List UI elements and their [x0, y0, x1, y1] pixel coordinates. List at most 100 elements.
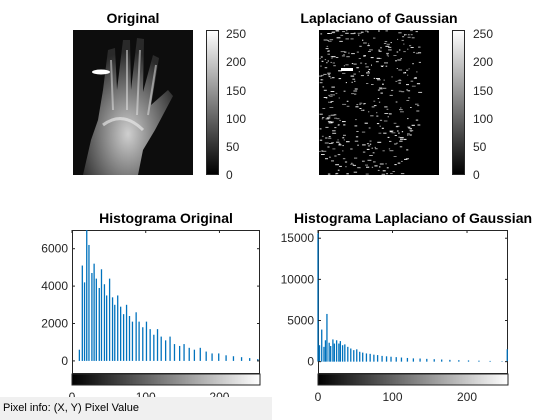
log-edge-pixel: [336, 37, 341, 39]
log-edge-pixel: [326, 45, 329, 47]
log-edge-pixel: [335, 164, 339, 166]
log-edge-pixel: [388, 49, 392, 51]
log-edge-pixel: [354, 125, 358, 127]
log-edge-pixel: [388, 113, 392, 115]
log-edge-pixel: [323, 73, 327, 75]
log-edge-pixel: [409, 128, 412, 130]
log-edge-pixel: [337, 139, 339, 141]
log-edge-pixel: [325, 158, 328, 160]
log-edge-pixel: [389, 150, 394, 152]
log-edge-pixel: [363, 55, 366, 56]
log-edge-pixel: [328, 115, 331, 117]
log-edge-pixel: [332, 132, 337, 134]
log-colorbar-tick: 0: [473, 168, 480, 182]
log-edge-pixel: [394, 164, 397, 166]
log-edge-pixel: [374, 165, 378, 167]
log-edge-pixel: [407, 118, 409, 120]
log-edge-pixel: [319, 75, 323, 77]
log-edge-pixel: [373, 100, 376, 102]
log-edge-pixel: [325, 137, 328, 139]
log-edge-pixel: [407, 34, 410, 36]
log-edge-pixel: [382, 83, 384, 85]
log-edge-pixel: [370, 57, 374, 59]
log-edge-pixel: [360, 109, 364, 111]
log-edge-pixel: [320, 74, 324, 76]
log-edge-pixel: [364, 63, 367, 65]
log-edge-pixel: [343, 65, 345, 67]
log-edge-pixel: [332, 148, 336, 150]
y-tick-label: 5000: [287, 314, 314, 328]
log-edge-pixel: [378, 30, 380, 32]
log-edge-pixel: [340, 34, 344, 36]
log-edge-pixel: [400, 138, 404, 140]
log-edge-pixel: [329, 107, 334, 108]
log-edge-pixel: [391, 89, 394, 91]
log-edge-pixel: [327, 173, 331, 175]
log-edge-pixel: [353, 63, 357, 65]
log-edge-pixel: [338, 144, 342, 146]
log-edge-pixel: [390, 42, 392, 44]
log-edge-pixel: [377, 169, 380, 171]
log-edge-pixel: [381, 127, 384, 129]
log-edge-pixel: [356, 51, 359, 53]
log-edge-pixel: [354, 157, 358, 159]
log-edge-pixel: [406, 149, 409, 151]
log-edge-pixel: [334, 127, 337, 129]
log-edge-pixel: [393, 156, 397, 157]
log-edge-pixel: [331, 86, 335, 88]
log-colorbar-tick: 100: [473, 112, 494, 126]
log-edge-pixel: [376, 123, 380, 125]
log-edge-pixel: [345, 82, 347, 84]
log-edge-pixel: [395, 101, 398, 103]
log-edge-pixel: [370, 115, 374, 117]
log-edge-pixel: [326, 62, 328, 64]
log-edge-pixel: [354, 93, 357, 95]
log-edge-pixel: [383, 43, 387, 44]
log-edge-pixel: [359, 103, 362, 105]
log-edge-pixel: [321, 154, 325, 155]
log-edge-pixel: [337, 154, 341, 156]
log-edge-pixel: [406, 69, 409, 71]
log-edge-pixel: [385, 30, 388, 32]
log-edge-pixel: [406, 84, 409, 86]
log-edge-pixel: [407, 126, 411, 128]
log-edge-pixel: [411, 124, 415, 126]
original-colorbar-tick: 50: [226, 140, 240, 154]
log-edge-pixel: [409, 134, 412, 136]
log-edge-pixel: [402, 36, 405, 38]
log-edge-pixel: [350, 75, 355, 77]
log-edge-pixel: [399, 137, 404, 139]
log-edge-pixel: [337, 124, 340, 126]
log-dark-region: [414, 140, 439, 175]
log-edge-pixel: [327, 50, 329, 52]
log-edge-pixel: [333, 65, 336, 67]
log-edge-pixel: [327, 74, 331, 76]
log-edge-pixel: [391, 132, 396, 134]
log-edge-pixel: [415, 52, 419, 54]
log-edge-pixel: [401, 131, 404, 133]
log-edge-pixel: [332, 56, 336, 58]
log-edge-pixel: [407, 74, 409, 76]
log-edge-pixel: [329, 39, 334, 41]
log-edge-pixel: [395, 126, 399, 128]
log-edge-pixel: [383, 79, 385, 81]
log-edge-pixel: [362, 144, 366, 146]
log-edge-pixel: [403, 51, 406, 53]
log-edge-pixel: [374, 148, 378, 150]
log-edge-pixel: [398, 32, 402, 34]
log-edge-pixel: [381, 173, 386, 175]
log-edge-pixel: [352, 78, 356, 80]
original-title: Original: [106, 10, 160, 26]
log-edge-pixel: [364, 122, 368, 124]
log-edge-pixel: [360, 31, 364, 33]
log-edge-pixel: [345, 64, 349, 66]
log-edge-pixel: [356, 131, 359, 132]
log-edge-pixel: [346, 105, 350, 107]
log-edge-pixel: [381, 66, 383, 67]
log-edge-pixel: [360, 62, 363, 64]
log-edge-pixel: [410, 30, 413, 32]
log-edge-pixel: [385, 65, 388, 67]
log-edge-pixel: [394, 143, 397, 145]
log-edge-pixel: [319, 58, 321, 60]
log-edge-pixel: [356, 67, 359, 69]
